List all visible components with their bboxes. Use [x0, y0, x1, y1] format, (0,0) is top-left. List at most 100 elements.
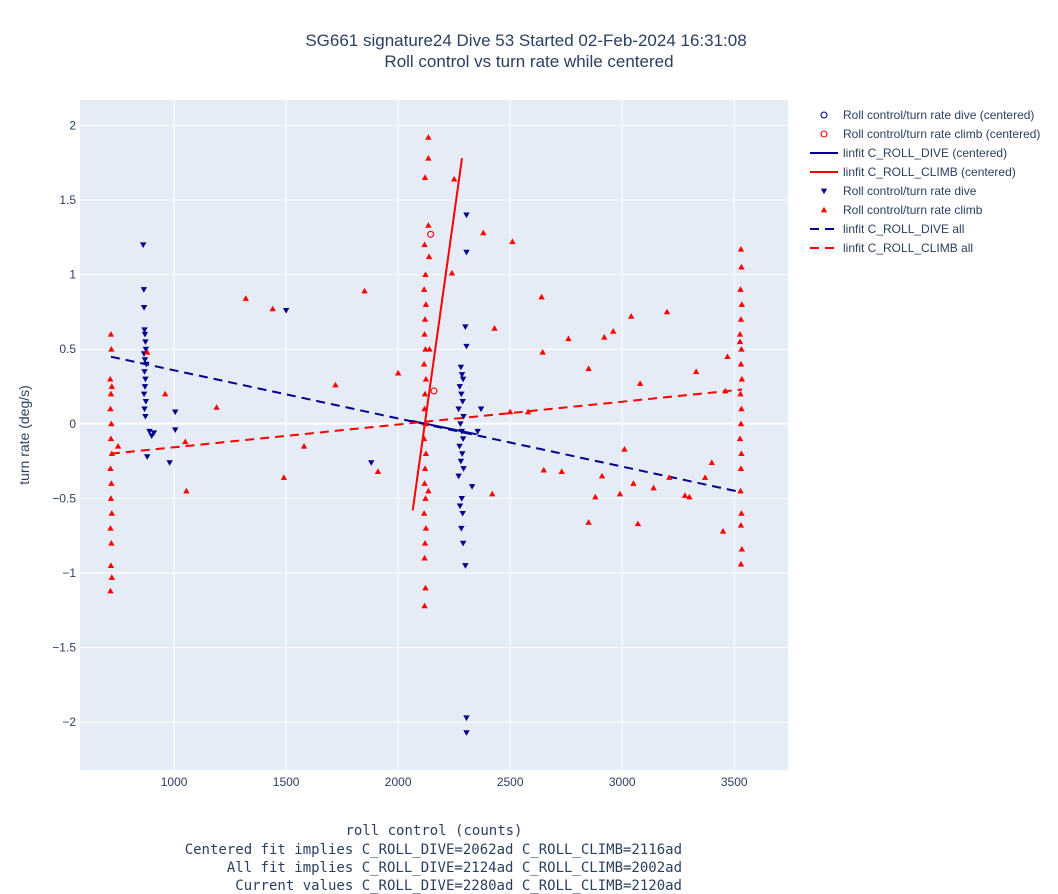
data-point-4 [166, 460, 173, 466]
data-point-5 [108, 450, 116, 457]
data-point-5 [565, 335, 572, 342]
x-tick-label: 1000 [161, 775, 188, 789]
chart-title-line-2: Roll control vs turn rate while centered [384, 52, 673, 71]
y-tick-label: −2 [62, 715, 76, 729]
data-point-5 [422, 420, 429, 427]
data-point-5 [280, 474, 288, 480]
data-point-5 [107, 405, 114, 412]
legend-label[interactable]: Roll control/turn rate climb [843, 203, 983, 217]
data-point-5 [491, 325, 498, 331]
data-point-4 [459, 376, 467, 383]
legend-label[interactable]: Roll control/turn rate dive (centered) [843, 108, 1034, 122]
data-point-5 [421, 602, 428, 609]
data-point-4 [141, 384, 149, 390]
data-point-4 [463, 343, 470, 350]
data-point-4 [460, 466, 467, 472]
legend-marker-swatch [820, 111, 828, 119]
data-point-5 [738, 263, 745, 270]
data-point-4 [140, 391, 148, 398]
data-point-5 [737, 560, 745, 567]
data-point-5 [421, 390, 429, 397]
legend: Roll control/turn rate dive (centered) Ro… [810, 108, 1040, 255]
data-point-5 [420, 510, 428, 516]
data-point-5 [422, 271, 429, 277]
data-point-4 [459, 399, 466, 405]
data-point-4 [477, 406, 485, 413]
legend-label[interactable]: linfit C_ROLL_DIVE all [843, 222, 964, 236]
legend-label[interactable]: Roll control/turn rate climb (centered) [843, 127, 1040, 141]
y-tick-label: −1.5 [52, 641, 76, 655]
y-tick-label: 1 [69, 268, 76, 282]
data-point-5 [421, 539, 429, 546]
y-axis-ticks: −2 −1.5 −1 −0.5 0 0.5 1 1.5 2 [52, 118, 76, 729]
x-axis-note-all-fit: All fit implies C_ROLL_DIVE=2124ad C_ROL… [227, 860, 682, 876]
data-point-4 [141, 331, 149, 338]
data-point-4 [142, 339, 149, 345]
data-point-5 [539, 348, 546, 355]
data-point-4 [141, 327, 148, 333]
fit-line-7 [110, 388, 743, 455]
data-point-5 [108, 510, 116, 516]
data-point-5 [663, 308, 671, 315]
data-point-5 [107, 375, 114, 382]
data-point-4 [142, 346, 150, 353]
data-point-5 [421, 316, 429, 322]
data-point-5 [686, 493, 693, 500]
data-point-5 [107, 465, 114, 471]
data-point-5 [213, 404, 220, 410]
data-point-4 [368, 460, 375, 466]
x-axis-label: roll control (counts) [345, 823, 522, 839]
data-point-5 [107, 331, 115, 337]
data-point-5 [509, 238, 516, 245]
data-point-5 [421, 405, 428, 412]
data-point-4 [141, 406, 148, 413]
data-point-4 [172, 427, 179, 433]
x-tick-label: 3000 [609, 775, 636, 789]
data-point-5 [737, 316, 745, 322]
data-point-5 [738, 545, 746, 552]
data-point-5 [425, 154, 432, 161]
x-axis-note-current-values: Current values C_ROLL_DIVE=2280ad C_ROLL… [235, 878, 682, 894]
legend-label[interactable]: linfit C_ROLL_CLIMB (centered) [843, 165, 1016, 179]
y-tick-label: 0.5 [59, 342, 76, 356]
y-tick-label: −0.5 [52, 491, 76, 505]
data-point-5 [421, 174, 429, 180]
data-point-4 [455, 473, 462, 480]
data-point-5 [108, 574, 116, 580]
data-point-4 [459, 540, 467, 547]
data-point-5 [585, 365, 592, 371]
data-point-5 [634, 520, 642, 527]
legend-label[interactable]: linfit C_ROLL_DIVE (centered) [843, 146, 1007, 160]
data-point-4 [144, 454, 151, 460]
data-point-5 [708, 459, 716, 466]
y-tick-label: −1 [62, 566, 76, 580]
data-point-4 [463, 715, 470, 721]
data-point-4 [458, 496, 465, 502]
data-point-4 [460, 413, 467, 420]
data-point-5 [650, 484, 657, 491]
data-point-4 [150, 430, 158, 436]
data-point-5 [737, 390, 744, 397]
data-point-5 [736, 331, 744, 337]
data-point-4 [456, 503, 464, 510]
data-point-1 [427, 230, 435, 238]
legend-label[interactable]: linfit C_ROLL_CLIMB all [843, 241, 973, 255]
data-point-5 [448, 269, 456, 276]
data-point-5 [738, 301, 746, 307]
legend-marker-swatch [820, 188, 828, 195]
data-point-5 [300, 442, 308, 449]
x-axis-ticks: 1000 1500 2000 2500 3000 3500 [161, 775, 748, 789]
data-point-5 [627, 313, 635, 319]
legend-marker-swatch [820, 206, 828, 213]
data-point-5 [737, 487, 744, 494]
data-point-5 [737, 246, 745, 252]
data-point-5 [722, 387, 729, 394]
data-point-5 [161, 390, 169, 397]
legend-label[interactable]: Roll control/turn rate dive [843, 184, 977, 198]
data-point-5 [107, 435, 115, 442]
x-tick-label: 2000 [385, 775, 412, 789]
data-point-5 [374, 468, 382, 474]
data-point-5 [421, 480, 428, 486]
data-point-4 [458, 525, 465, 532]
data-point-5 [425, 222, 432, 228]
